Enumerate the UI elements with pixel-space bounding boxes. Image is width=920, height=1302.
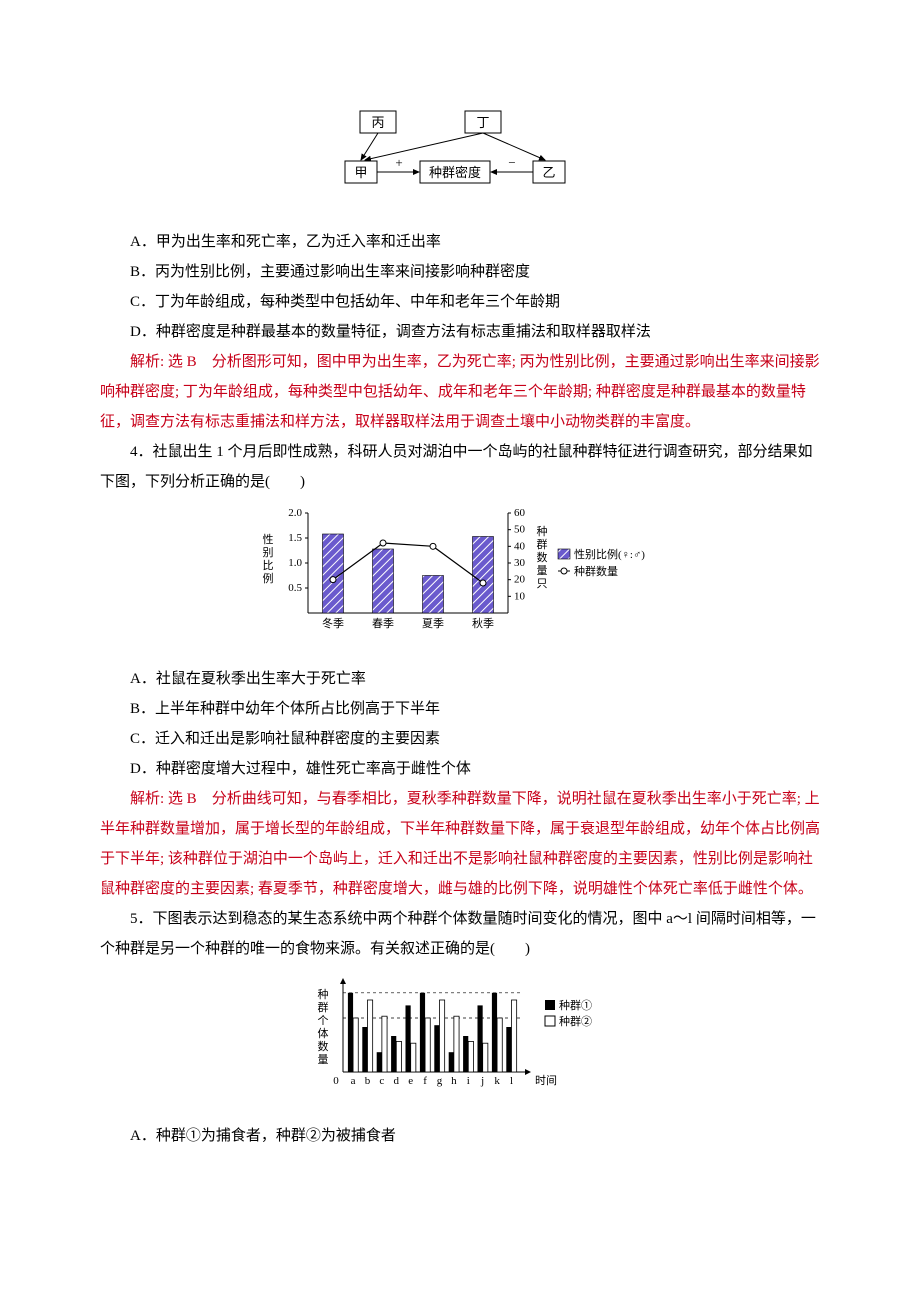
svg-text:性别比例(♀:♂): 性别比例(♀:♂) <box>574 547 645 561</box>
svg-text:c: c <box>379 1075 384 1087</box>
q5-chart: abcdefghijkl 0 种群个体数量时间 种群① 种群② <box>100 970 820 1111</box>
q4-option-c: C．迁入和迁出是影响社鼠种群密度的主要因素 <box>100 724 820 754</box>
q3-analysis-prefix: 解析: <box>130 354 168 370</box>
q3-option-c: C．丁为年龄组成，每种类型中包括幼年、中年和老年三个年龄期 <box>100 287 820 317</box>
q3-option-d: D．种群密度是种群最基本的数量特征，调查方法有标志重捕法和取样器取样法 <box>100 317 820 347</box>
q3-analysis: 解析: 选 B 分析图形可知，图中甲为出生率，乙为死亡率; 丙为性别比例，主要通… <box>100 347 820 437</box>
svg-text:k: k <box>494 1075 500 1087</box>
q4-answer: 选 B <box>168 791 197 807</box>
svg-text:种: 种 <box>318 987 329 1001</box>
svg-text:20: 20 <box>514 574 526 586</box>
node-yi-label: 乙 <box>542 165 555 180</box>
plus-sign: + <box>395 155 402 170</box>
q3-answer: 选 B <box>168 354 197 370</box>
q4-analysis: 解析: 选 B 分析曲线可知，与春季相比，夏秋季种群数量下降，说明社鼠在夏秋季出… <box>100 784 820 904</box>
svg-text:i: i <box>467 1075 470 1087</box>
svg-text:种群②: 种群② <box>559 1014 592 1028</box>
svg-text:h: h <box>451 1075 457 1087</box>
svg-text:j: j <box>480 1075 484 1087</box>
q4-option-d: D．种群密度增大过程中，雄性死亡率高于雌性个体 <box>100 754 820 784</box>
q4-analysis-prefix: 解析: <box>130 791 168 807</box>
svg-text:g: g <box>437 1075 443 1087</box>
svg-text:60: 60 <box>514 507 526 519</box>
svg-text:10: 10 <box>514 590 526 602</box>
q5-chart-svg: abcdefghijkl 0 种群个体数量时间 种群① 种群② <box>295 970 625 1100</box>
svg-text:性: 性 <box>263 532 274 546</box>
svg-text:夏季: 夏季 <box>422 617 444 630</box>
svg-text:群: 群 <box>318 1000 329 1014</box>
svg-text:体: 体 <box>318 1026 329 1040</box>
svg-text:个: 个 <box>318 1014 329 1027</box>
svg-text:量: 量 <box>318 1053 329 1066</box>
svg-text:冬季: 冬季 <box>322 616 344 630</box>
q4-chart-svg: 0.51.01.52.0102030405060性别比例种群数量只冬季春季夏季秋… <box>250 503 670 643</box>
svg-text:例: 例 <box>263 571 274 585</box>
node-jia-label: 甲 <box>354 165 367 180</box>
q3-diagram: 丙 丁 甲 种群密度 乙 + − <box>100 106 820 217</box>
svg-text:0.5: 0.5 <box>288 582 302 594</box>
svg-text:1.5: 1.5 <box>288 532 302 544</box>
svg-text:0: 0 <box>333 1075 339 1087</box>
svg-text:e: e <box>408 1075 413 1087</box>
svg-text:时间: 时间 <box>535 1074 557 1087</box>
q5-option-a: A．种群①为捕食者，种群②为被捕食者 <box>100 1121 820 1151</box>
svg-text:30: 30 <box>514 557 526 569</box>
svg-text:群: 群 <box>537 537 548 551</box>
svg-text:1.0: 1.0 <box>288 557 302 569</box>
q3-analysis-body: 分析图形可知，图中甲为出生率，乙为死亡率; 丙为性别比例，主要通过影响出生率来间… <box>100 354 820 430</box>
svg-text:别: 别 <box>263 546 274 559</box>
q4-option-b: B．上半年种群中幼年个体所占比例高于下半年 <box>100 694 820 724</box>
q5-stem: 5．下图表示达到稳态的某生态系统中两个种群个体数量随时间变化的情况，图中 a～l… <box>100 904 820 964</box>
q4-chart: 0.51.01.52.0102030405060性别比例种群数量只冬季春季夏季秋… <box>100 503 820 654</box>
svg-text:比: 比 <box>263 559 274 572</box>
svg-text:数: 数 <box>537 551 548 564</box>
svg-text:50: 50 <box>514 524 526 536</box>
svg-text:只: 只 <box>537 578 548 590</box>
svg-text:b: b <box>365 1075 371 1087</box>
q3-diagram-svg: 丙 丁 甲 种群密度 乙 + − <box>325 106 595 206</box>
svg-text:数: 数 <box>318 1040 329 1053</box>
q4-option-a: A．社鼠在夏秋季出生率大于死亡率 <box>100 664 820 694</box>
svg-text:2.0: 2.0 <box>288 507 302 519</box>
svg-text:d: d <box>394 1075 400 1087</box>
q3-option-b: B．丙为性别比例，主要通过影响出生率来间接影响种群密度 <box>100 257 820 287</box>
q4-analysis-body: 分析曲线可知，与春季相比，夏秋季种群数量下降，说明社鼠在夏秋季出生率小于死亡率;… <box>100 791 820 897</box>
svg-text:种群①: 种群① <box>559 998 592 1012</box>
q4-stem: 4．社鼠出生 1 个月后即性成熟，科研人员对湖泊中一个岛屿的社鼠种群特征进行调查… <box>100 437 820 497</box>
minus-sign: − <box>508 155 515 170</box>
svg-text:40: 40 <box>514 540 526 552</box>
svg-text:春季: 春季 <box>372 617 394 630</box>
node-ding-label: 丁 <box>476 115 489 130</box>
edge-bing-jia <box>361 133 378 160</box>
svg-text:量: 量 <box>537 564 548 577</box>
svg-text:秋季: 秋季 <box>472 616 494 630</box>
q3-option-a: A．甲为出生率和死亡率，乙为迁入率和迁出率 <box>100 227 820 257</box>
svg-text:f: f <box>423 1075 427 1087</box>
svg-text:种群数量: 种群数量 <box>574 564 618 578</box>
edge-ding-jia <box>365 133 483 160</box>
svg-text:l: l <box>510 1075 513 1087</box>
node-density-label: 种群密度 <box>429 165 481 180</box>
svg-text:a: a <box>351 1075 356 1087</box>
node-bing-label: 丙 <box>371 115 384 130</box>
svg-text:种: 种 <box>537 524 548 538</box>
